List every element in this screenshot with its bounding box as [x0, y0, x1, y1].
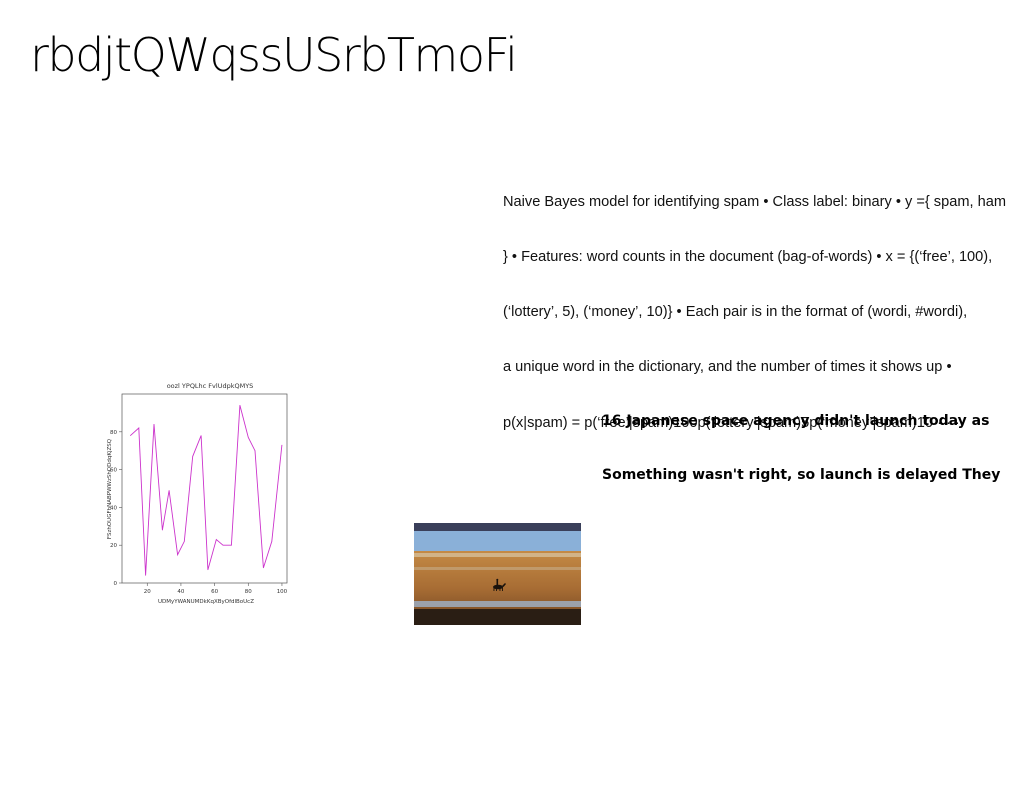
chart-ylabel: FSzhOUGFhNABPWWzShODdqKjZSQ: [107, 438, 113, 539]
x-tick-label: 80: [245, 589, 252, 595]
horse-rider-beach-photo: [414, 523, 581, 625]
slide-title: rbdjtQWqssUSrbTmoFi: [30, 28, 518, 82]
photo-caption: 16 Japanese space agency didn't launch t…: [602, 376, 1022, 502]
body-text: Naive Bayes model for identifying spam •…: [503, 156, 1024, 451]
data-point: [271, 541, 273, 542]
data-point: [145, 575, 146, 576]
body-line: } • Features: word counts in the documen…: [503, 249, 993, 266]
data-point: [281, 444, 283, 446]
data-point: [177, 554, 178, 555]
data-point: [247, 437, 249, 438]
data-point: [239, 405, 241, 406]
y-tick-label: 60: [110, 468, 117, 474]
x-tick-label: 40: [177, 589, 184, 595]
data-point: [207, 569, 209, 571]
caption-line: 16 Japanese space agency didn't launch t…: [602, 413, 990, 429]
photo-foreground: [414, 609, 581, 625]
y-tick-label: 40: [110, 505, 117, 511]
line-chart: oozl YPQLhc FvlUdpkQMYS UDMyYWANUMDkKqXB…: [107, 382, 288, 605]
y-tick-label: 0: [114, 581, 118, 587]
data-point: [153, 423, 155, 425]
photo-water-strip: [414, 601, 581, 607]
series-points: [130, 405, 283, 576]
photo-wet-sand: [414, 553, 581, 557]
data-point: [263, 567, 264, 569]
data-point: [222, 544, 224, 546]
data-point: [130, 435, 131, 436]
x-tick-label: 60: [211, 589, 218, 595]
chart-xlabel: UDMyYWANUMDkKqXByOfdlBoUcZ: [158, 599, 254, 605]
data-point: [215, 539, 217, 540]
data-point: [183, 541, 185, 542]
data-point: [138, 427, 140, 429]
photo-reflection: [414, 567, 581, 570]
data-point: [200, 435, 202, 436]
y-tick-label: 80: [110, 430, 117, 436]
caption-line: Something wasn't right, so launch is del…: [602, 467, 1001, 483]
data-point: [162, 529, 163, 531]
body-line: (‘lottery’, 5), (‘money’, 10)} • Each pa…: [503, 304, 968, 321]
series-line: [130, 405, 283, 576]
body-line: p(x|spam) = p(‘free’|spam)100p(‘lottery’…: [503, 414, 960, 431]
x-tick-label: 100: [277, 589, 288, 595]
data-point: [231, 544, 232, 546]
photo-sky: [414, 523, 581, 531]
data-point: [192, 456, 194, 457]
data-point: [254, 450, 256, 451]
body-line: a unique word in the dictionary, and the…: [503, 359, 952, 376]
chart-title: oozl YPQLhc FvlUdpkQMYS: [167, 382, 254, 390]
horse-rider-icon: [493, 578, 506, 591]
photo-sea: [414, 531, 581, 551]
body-line: Naive Bayes model for identifying spam •…: [503, 193, 1006, 210]
plot-frame: [121, 393, 288, 584]
y-tick-label: 20: [110, 543, 117, 549]
x-tick-label: 20: [144, 589, 151, 595]
data-point: [168, 490, 170, 491]
y-axis-ticks: 0 20 40 60 80: [110, 430, 122, 587]
x-axis-ticks: 20 40 60 80 100: [144, 583, 288, 595]
